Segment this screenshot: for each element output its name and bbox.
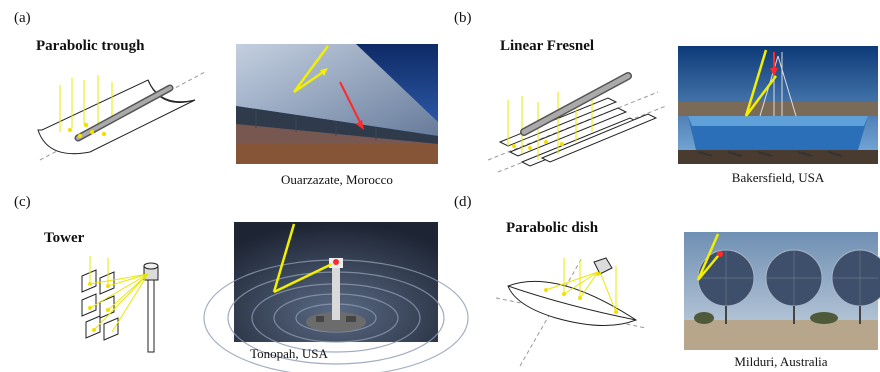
parabolic-trough-diagram bbox=[37, 71, 206, 161]
panel-title: Parabolic trough bbox=[36, 38, 145, 54]
parabolic-dish-diagram bbox=[495, 257, 647, 367]
photo-caption: Bakersfield, USA bbox=[731, 170, 825, 185]
tower-diagram bbox=[81, 256, 159, 353]
photo-milduri bbox=[684, 232, 880, 350]
panel-linear-fresnel: (b) Linear Fresnel bbox=[440, 0, 880, 186]
panel-label: (c) bbox=[14, 194, 31, 210]
photo-ouarzazate bbox=[236, 44, 438, 164]
photo-caption: Tonopah, USA bbox=[250, 346, 328, 361]
photo-caption: Ouarzazate, Morocco bbox=[281, 172, 393, 187]
panel-parabolic-trough: (a) Parabolic trough bbox=[0, 0, 440, 187]
panel-label: (b) bbox=[454, 10, 472, 26]
panel-tower: (c) Tower bbox=[0, 186, 469, 372]
panel-title: Linear Fresnel bbox=[500, 38, 595, 54]
photo-bakersfield bbox=[678, 46, 878, 164]
photo-caption: Milduri, Australia bbox=[734, 354, 828, 369]
linear-fresnel-diagram bbox=[487, 72, 667, 173]
photo-tonopah bbox=[203, 222, 469, 372]
panel-title: Parabolic dish bbox=[506, 220, 599, 236]
panel-parabolic-dish: (d) Parabolic dish bbox=[440, 186, 880, 372]
panel-label: (a) bbox=[14, 10, 31, 26]
panel-title: Tower bbox=[44, 230, 85, 246]
panel-label: (d) bbox=[454, 194, 472, 210]
